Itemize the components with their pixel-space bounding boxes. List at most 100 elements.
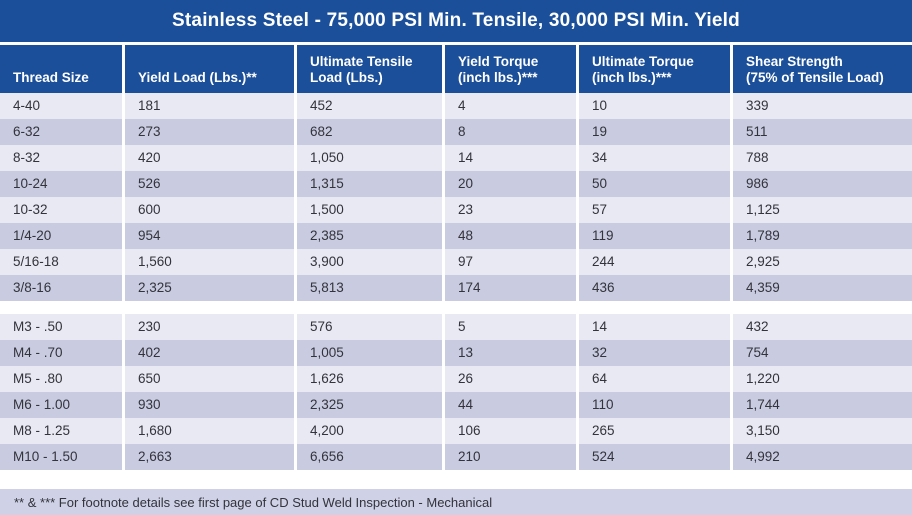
table-cell: 23 (442, 197, 576, 223)
table-cell: 524 (576, 444, 730, 470)
table-cell: 119 (576, 223, 730, 249)
table-cell: 1,789 (730, 223, 912, 249)
thread-size-cell: M4 - .70 (0, 340, 122, 366)
table-cell: 174 (442, 275, 576, 301)
table-cell: 34 (576, 145, 730, 171)
table-cell: 2,663 (122, 444, 294, 470)
table-cell: 19 (576, 119, 730, 145)
table-cell: 576 (294, 314, 442, 340)
table-row: 1/4-20 954 2,385 48 119 1,789 (0, 223, 912, 249)
table-cell: 26 (442, 366, 576, 392)
table-row: M5 - .80 650 1,626 26 64 1,220 (0, 366, 912, 392)
table-cell: 1,220 (730, 366, 912, 392)
column-header-yield-load: Yield Load (Lbs.)** (122, 45, 294, 93)
table-row: M4 - .70 402 1,005 13 32 754 (0, 340, 912, 366)
table-cell: 181 (122, 93, 294, 119)
table-row: M8 - 1.25 1,680 4,200 106 265 3,150 (0, 418, 912, 444)
table-cell: 14 (576, 314, 730, 340)
table-row: 6-32 273 682 8 19 511 (0, 119, 912, 145)
table-cell: 1,560 (122, 249, 294, 275)
table-cell: 1,315 (294, 171, 442, 197)
table-cell: 57 (576, 197, 730, 223)
table-cell: 3,900 (294, 249, 442, 275)
thread-size-cell: 6-32 (0, 119, 122, 145)
table-row: M3 - .50 230 576 5 14 432 (0, 314, 912, 340)
table-cell: 244 (576, 249, 730, 275)
table-cell: 2,385 (294, 223, 442, 249)
thread-size-cell: 5/16-18 (0, 249, 122, 275)
table-cell: 432 (730, 314, 912, 340)
table-row: M10 - 1.50 2,663 6,656 210 524 4,992 (0, 444, 912, 470)
thread-size-cell: 10-32 (0, 197, 122, 223)
title-divider (0, 42, 912, 45)
pre-footer-gap (0, 470, 912, 489)
column-header-ultimate-torque: Ultimate Torque (inch lbs.)*** (576, 45, 730, 93)
table-title: Stainless Steel - 75,000 PSI Min. Tensil… (172, 10, 740, 31)
table-row: 8-32 420 1,050 14 34 788 (0, 145, 912, 171)
thread-size-cell: M3 - .50 (0, 314, 122, 340)
table-cell: 110 (576, 392, 730, 418)
column-header-yield-torque: Yield Torque (inch lbs.)*** (442, 45, 576, 93)
table-row: M6 - 1.00 930 2,325 44 110 1,744 (0, 392, 912, 418)
table-cell: 511 (730, 119, 912, 145)
column-header-ultimate-tensile: Ultimate Tensile Load (Lbs.) (294, 45, 442, 93)
thread-size-cell: 8-32 (0, 145, 122, 171)
metric-rows-section: M3 - .50 230 576 5 14 432 M4 - .70 402 1,005 13 32… (0, 314, 912, 470)
table-cell: 930 (122, 392, 294, 418)
table-cell: 14 (442, 145, 576, 171)
table-cell: 5 (442, 314, 576, 340)
thread-size-cell: 3/8-16 (0, 275, 122, 301)
footnote-text: ** & *** For footnote details see first … (14, 494, 493, 510)
column-header-thread-size: Thread Size (13, 70, 89, 85)
table-cell: 2,925 (730, 249, 912, 275)
table-cell: 436 (576, 275, 730, 301)
table-cell: 1,500 (294, 197, 442, 223)
table-title-bar: Stainless Steel - 75,000 PSI Min. Tensil… (0, 0, 912, 42)
table-cell: 20 (442, 171, 576, 197)
table-cell: 97 (442, 249, 576, 275)
table-cell: 50 (576, 171, 730, 197)
table-cell: 402 (122, 340, 294, 366)
thread-size-cell: M5 - .80 (0, 366, 122, 392)
thread-size-cell: M10 - 1.50 (0, 444, 122, 470)
table-cell: 1,626 (294, 366, 442, 392)
table-cell: 4,359 (730, 275, 912, 301)
table-cell: 339 (730, 93, 912, 119)
table-cell: 48 (442, 223, 576, 249)
thread-size-cell: 1/4-20 (0, 223, 122, 249)
table-cell: 44 (442, 392, 576, 418)
table-cell: 4,200 (294, 418, 442, 444)
table-cell: 2,325 (122, 275, 294, 301)
table-row: 10-32 600 1,500 23 57 1,125 (0, 197, 912, 223)
table-cell: 986 (730, 171, 912, 197)
table-cell: 64 (576, 366, 730, 392)
table-cell: 273 (122, 119, 294, 145)
thread-size-cell: M8 - 1.25 (0, 418, 122, 444)
table-header-row: Thread Size Yield Load (Lbs.)** Ultimate… (0, 45, 912, 93)
table-cell: 600 (122, 197, 294, 223)
table-cell: 1,050 (294, 145, 442, 171)
table-cell: 106 (442, 418, 576, 444)
table-cell: 5,813 (294, 275, 442, 301)
thread-size-cell: M6 - 1.00 (0, 392, 122, 418)
thread-size-cell: 10-24 (0, 171, 122, 197)
footnote-bar: ** & *** For footnote details see first … (0, 489, 912, 515)
column-header-shear-strength: Shear Strength (75% of Tensile Load) (730, 45, 912, 93)
table-cell: 682 (294, 119, 442, 145)
thread-size-cell: 4-40 (0, 93, 122, 119)
table-cell: 1,680 (122, 418, 294, 444)
table-row: 10-24 526 1,315 20 50 986 (0, 171, 912, 197)
table-cell: 754 (730, 340, 912, 366)
table-cell: 32 (576, 340, 730, 366)
table-cell: 2,325 (294, 392, 442, 418)
table-row: 5/16-18 1,560 3,900 97 244 2,925 (0, 249, 912, 275)
table-cell: 650 (122, 366, 294, 392)
table-cell: 420 (122, 145, 294, 171)
table-cell: 13 (442, 340, 576, 366)
table-cell: 4 (442, 93, 576, 119)
table-cell: 1,744 (730, 392, 912, 418)
table-cell: 1,125 (730, 197, 912, 223)
section-gap (0, 301, 912, 314)
table-cell: 230 (122, 314, 294, 340)
